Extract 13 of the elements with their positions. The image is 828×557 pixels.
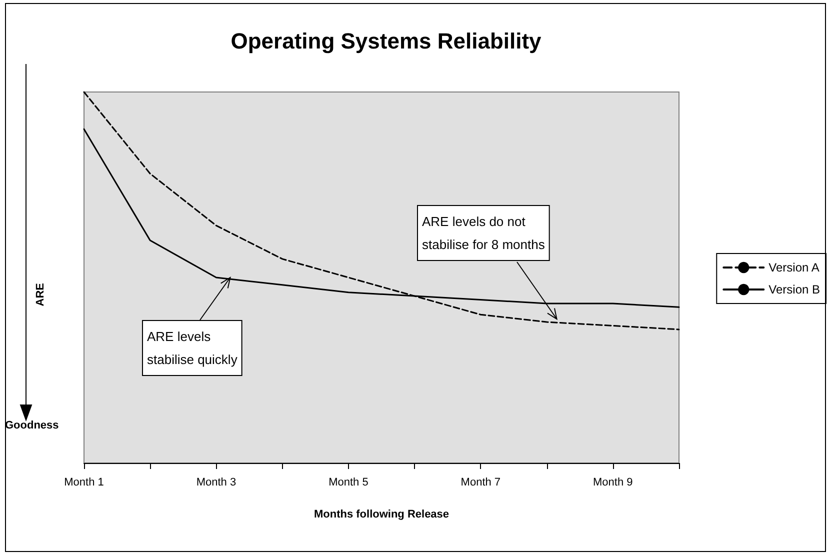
x-tick-label: Month 1 [64, 476, 104, 488]
y-axis-title: ARE [34, 282, 46, 306]
x-tick-label: Month 7 [460, 476, 501, 488]
legend-label: Version A [768, 260, 820, 274]
x-tick-label: Month 9 [593, 476, 633, 488]
x-tick-label: Month 3 [196, 476, 236, 488]
legend-label: Version B [768, 282, 820, 296]
annotation: ARE levels stabilise quickly [147, 329, 238, 367]
x-axis-title: Months following Release [314, 508, 450, 520]
text: Goodness [5, 420, 59, 432]
x-tick-label: Month 5 [328, 476, 368, 488]
annotation: ARE levels do not stabilise for 8 months [422, 214, 546, 252]
chart-title: Operating Systems Reliability [230, 28, 542, 54]
